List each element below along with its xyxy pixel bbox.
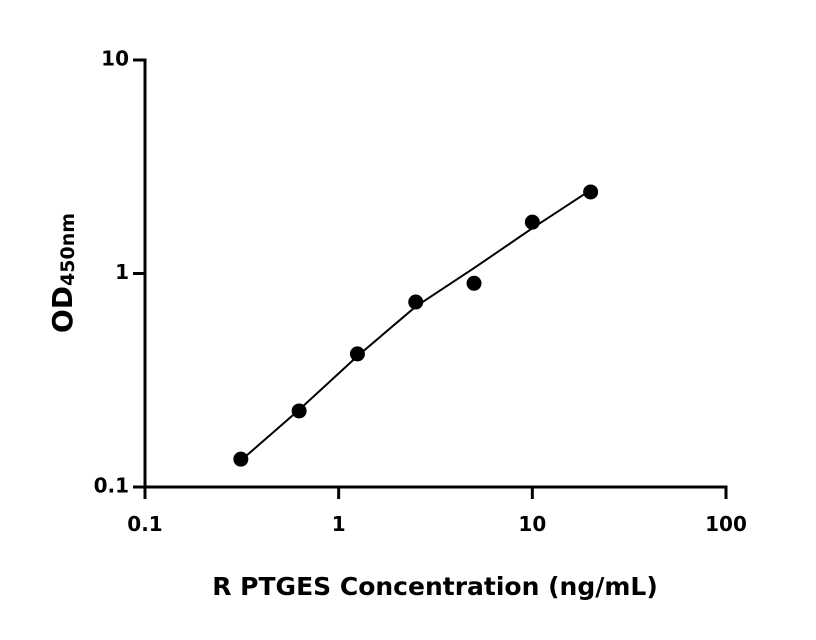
data-point xyxy=(524,214,540,230)
y-tick-label: 1 xyxy=(115,260,129,284)
y-tick-label: 10 xyxy=(101,47,129,71)
y-axis-label: OD450nm xyxy=(46,213,79,333)
data-point xyxy=(291,403,307,419)
y-tick-label: 0.1 xyxy=(94,474,129,498)
data-point xyxy=(233,451,249,467)
y-axis-label-sub: 450nm xyxy=(57,213,79,286)
data-point xyxy=(583,184,599,200)
x-tick-label: 0.1 xyxy=(127,512,162,536)
fit-curve xyxy=(240,189,592,462)
data-point xyxy=(408,294,424,310)
x-tick-label: 1 xyxy=(332,512,346,536)
x-tick-label: 10 xyxy=(518,512,546,536)
x-axis-label: R PTGES Concentration (ng/mL) xyxy=(212,572,658,601)
data-point xyxy=(349,346,365,362)
x-tick-label: 100 xyxy=(705,512,747,536)
y-axis-label-main: OD xyxy=(46,286,79,333)
data-point xyxy=(466,275,482,291)
